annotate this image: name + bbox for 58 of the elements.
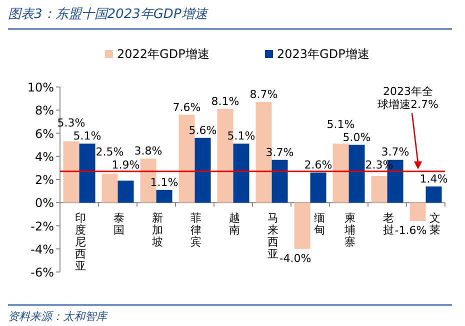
x-tick-label: 马来西亚 xyxy=(267,212,278,261)
ref-line-label: 2023年全球增速2.7% xyxy=(378,85,438,112)
y-tick-label: 6% xyxy=(34,126,54,141)
x-tick-label: 老挝 xyxy=(382,212,394,237)
bar xyxy=(102,174,118,203)
data-label: 2.5% xyxy=(96,145,124,158)
y-tick-label: 0% xyxy=(34,196,54,210)
bar xyxy=(63,141,80,203)
bar xyxy=(332,144,349,203)
data-label: 7.6% xyxy=(172,100,201,114)
y-tick-label: 2% xyxy=(34,173,54,187)
data-label: 1.4% xyxy=(420,172,448,186)
x-tick-label: 文莱 xyxy=(429,212,440,237)
bar xyxy=(294,202,310,249)
y-tick-label: -4% xyxy=(30,242,54,256)
bar xyxy=(310,172,326,203)
data-label: 5.1% xyxy=(326,118,355,131)
x-tick-label: 新加坡 xyxy=(150,212,163,249)
y-tick-label: 10% xyxy=(27,80,54,94)
x-tick-label: 缅甸 xyxy=(314,212,325,237)
x-tick-label: 菲律宾 xyxy=(190,212,202,249)
data-label: 1.9% xyxy=(112,158,140,172)
y-tick-label: -6% xyxy=(30,266,54,280)
bar xyxy=(79,144,96,203)
bar xyxy=(156,190,172,203)
legend-label: 2022年GDP增速 xyxy=(117,47,210,61)
data-label: 5.6% xyxy=(188,124,217,137)
data-label: 3.7% xyxy=(381,145,410,158)
x-tick-label: 泰国 xyxy=(113,212,124,237)
chart-title: 图表3：东盟十国2023年GDP增速 xyxy=(8,7,208,22)
data-label: 8.1% xyxy=(211,94,240,108)
y-tick-label: 4% xyxy=(34,150,54,164)
data-label: 5.1% xyxy=(73,130,102,143)
data-label: -4.0% xyxy=(279,252,312,265)
bar xyxy=(118,180,134,203)
x-tick-label: 柬埔寨 xyxy=(343,212,356,249)
bar xyxy=(410,202,426,222)
bar xyxy=(348,144,365,203)
bar xyxy=(426,186,442,203)
data-label: 2.6% xyxy=(304,158,332,172)
bar xyxy=(272,160,288,203)
text: 资料来源：太和智库 xyxy=(8,310,109,323)
data-label: 8.7% xyxy=(250,88,278,102)
x-tick-label: 越南 xyxy=(228,212,240,237)
data-label: -1.6% xyxy=(394,224,427,238)
y-tick-label: -2% xyxy=(30,219,54,234)
legend-label: 2023年GDP增速 xyxy=(277,47,370,61)
data-label: 3.8% xyxy=(134,144,162,158)
data-label: 5.0% xyxy=(342,130,371,144)
y-tick-label: 8% xyxy=(34,104,54,118)
data-label: 5.3% xyxy=(57,116,86,130)
bar xyxy=(371,176,388,203)
x-tick-label: 印度尼西亚 xyxy=(74,212,86,273)
data-label: 3.7% xyxy=(266,146,294,159)
data-label: 5.1% xyxy=(227,130,256,143)
bar xyxy=(194,138,211,203)
data-label: 1.1% xyxy=(150,176,178,189)
bar xyxy=(233,144,250,203)
